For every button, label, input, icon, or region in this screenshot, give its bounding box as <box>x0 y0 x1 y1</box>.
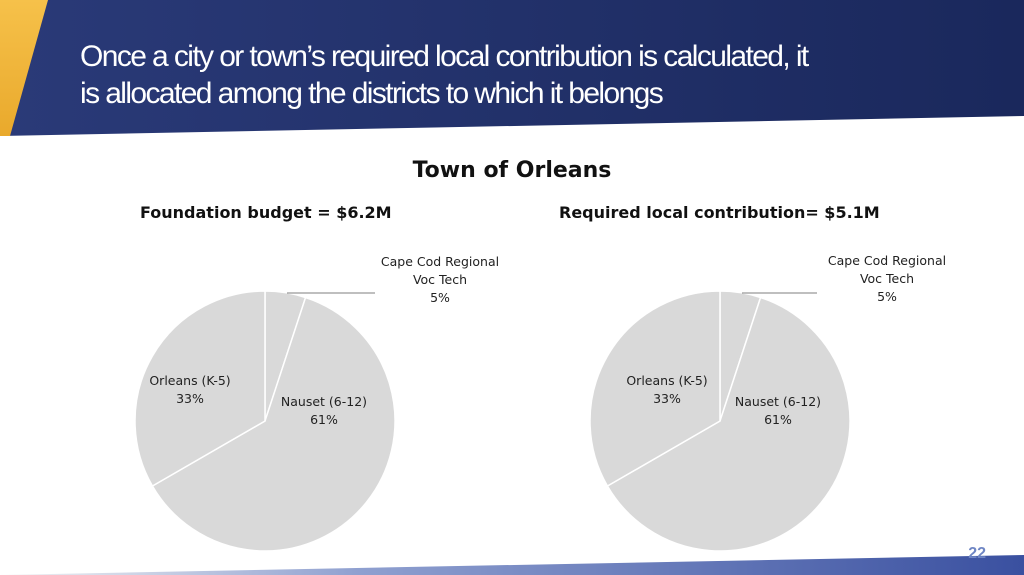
slice-label: Orleans (K-5) 33% <box>626 373 707 406</box>
title-banner-background <box>0 0 1024 136</box>
slice-label: Orleans (K-5) 33% <box>149 373 230 406</box>
footer-bar <box>0 555 1024 575</box>
slide-title-line-1: Once a city or town’s required local con… <box>80 40 809 73</box>
pie-title-local-contribution: Required local contribution= $5.1M <box>559 203 880 222</box>
pie-slice <box>151 296 396 552</box>
title-banner: Once a city or town’s required local con… <box>0 0 1024 140</box>
pie-title-foundation: Foundation budget = $6.2M <box>140 203 392 222</box>
page-number: 22 <box>968 545 986 562</box>
pie-slice <box>589 290 721 488</box>
slice-label: Cape Cod Regional Voc Tech 5% <box>381 254 499 305</box>
slice-label: Cape Cod Regional Voc Tech 5% <box>828 253 946 304</box>
chart-heading: Town of Orleans <box>412 158 612 183</box>
slice-label: Nauset (6-12) 61% <box>281 394 367 427</box>
slide-title-line-2: is allocated among the districts to whic… <box>80 77 664 110</box>
slide-title: Once a city or town’s required local con… <box>80 38 960 112</box>
pie-slice <box>606 296 851 552</box>
pie-slice <box>134 290 266 488</box>
slice-label: Nauset (6-12) 61% <box>735 394 821 427</box>
